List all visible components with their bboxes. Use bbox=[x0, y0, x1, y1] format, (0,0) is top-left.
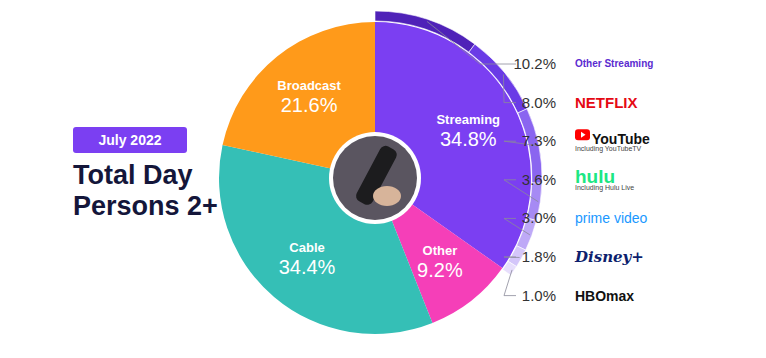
data-label: 1.0% bbox=[522, 287, 556, 304]
ring-note: Including Hulu Live bbox=[575, 184, 634, 192]
slice-name: Streaming bbox=[436, 112, 500, 127]
logo-icon bbox=[581, 132, 586, 138]
ring-note: Including YouTubeTV bbox=[575, 145, 642, 153]
data-label: 3.0% bbox=[522, 209, 556, 226]
data-label: 34.8% bbox=[440, 128, 497, 150]
leader-line bbox=[503, 74, 516, 102]
ring-name: prime video bbox=[575, 210, 648, 226]
badge-bg bbox=[73, 127, 187, 153]
ring-segment bbox=[375, 11, 475, 52]
title: Persons 2+ bbox=[73, 191, 218, 221]
ring-labels: 10.2%Other Streaming8.0%NETFLIX7.3%YouTu… bbox=[427, 21, 653, 303]
leader-line bbox=[504, 257, 520, 258]
data-label: 1.8% bbox=[522, 248, 556, 265]
centre-bg bbox=[333, 136, 417, 220]
data-label: 34.4% bbox=[279, 256, 336, 278]
badge: July 2022 bbox=[73, 127, 187, 153]
ring-name: NETFLIX bbox=[575, 94, 638, 111]
centre-image bbox=[329, 132, 421, 224]
data-label: 10.2% bbox=[513, 55, 556, 72]
ring-name: Other Streaming bbox=[575, 58, 653, 69]
ring-name: Disney+ bbox=[574, 248, 644, 266]
data-label: 8.0% bbox=[522, 94, 556, 111]
hand bbox=[373, 186, 401, 206]
logo-icon bbox=[575, 129, 590, 140]
slice-name: Cable bbox=[289, 240, 324, 255]
slice-labels: Streaming34.8% Other9.2% Cable34.4% Broadca… bbox=[277, 78, 500, 280]
leader-line bbox=[427, 21, 516, 64]
slice-name: Other bbox=[423, 243, 458, 258]
data-label: 21.6% bbox=[281, 94, 338, 116]
slices bbox=[219, 22, 531, 334]
leader-line bbox=[504, 270, 516, 296]
subtitle: July 2022 bbox=[98, 132, 161, 148]
centre-border bbox=[329, 132, 421, 224]
ring-name: HBOmax bbox=[575, 288, 634, 304]
data-label: 3.6% bbox=[522, 171, 556, 188]
title: Total Day bbox=[73, 160, 193, 190]
ring-segment bbox=[503, 261, 517, 275]
data-label: 9.2% bbox=[417, 259, 463, 281]
data-label: 7.3% bbox=[522, 132, 556, 149]
slice-name: Broadcast bbox=[277, 78, 341, 93]
chart: July 2022Total DayPersons 2+Streaming34.… bbox=[0, 0, 766, 358]
donut bbox=[219, 11, 542, 334]
